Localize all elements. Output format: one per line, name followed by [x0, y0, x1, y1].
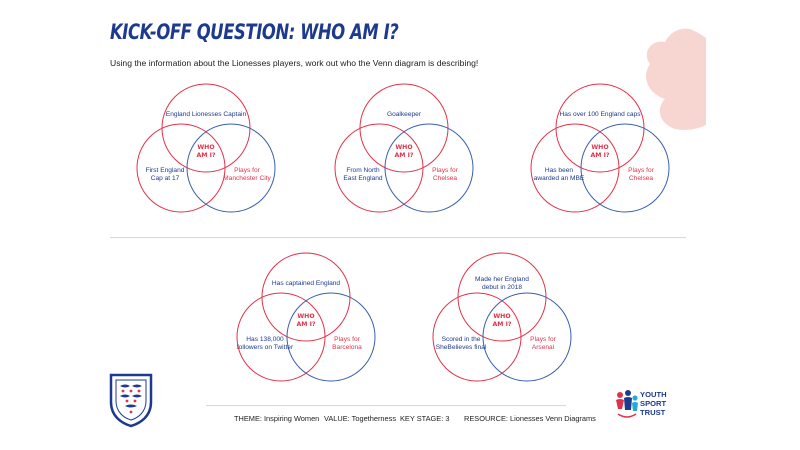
venn-right-label-line: Barcelona	[332, 344, 362, 351]
venn-diagram-2	[334, 83, 474, 213]
venn-center-label-line: AM I?	[493, 321, 512, 328]
venn-top-label-line: Has over 100 England caps	[559, 111, 641, 118]
venn-left-label: From North East England	[343, 167, 383, 182]
venn-left-circle	[530, 123, 620, 213]
venn-top-label-line: Made her England	[475, 276, 529, 283]
venn-left-label-line: followers on Twitter	[237, 344, 294, 351]
venn-right-label-line: Plays for	[234, 167, 260, 174]
venn-diagrams: England Lionesses Captain First England Ca…	[136, 83, 670, 382]
venn-center-label-line: WHO	[197, 144, 214, 151]
venn-right-label-line: Arsenal	[532, 344, 555, 351]
venn-top-label-line: Has captained England	[272, 280, 341, 287]
venn-top-label-line: Goalkeeper	[387, 111, 422, 118]
page-title: KICK-OFF QUESTION: WHO AM I?	[110, 20, 399, 44]
venn-left-circle	[432, 292, 522, 382]
venn-top-label: Goalkeeper	[387, 111, 422, 118]
venn-diagram-4	[236, 252, 376, 382]
venn-left-circle	[136, 123, 226, 213]
venn-left-label: Scored in the SheBelieves final	[436, 336, 487, 351]
venn-right-label: Plays for Manchester City	[223, 167, 271, 182]
venn-top-label: England Lionesses Captain	[166, 111, 247, 118]
venn-left-label-line: East England	[343, 175, 383, 182]
page-subtitle: Using the information about the Lionesse…	[110, 58, 479, 68]
venn-right-circle	[186, 123, 276, 213]
venn-right-circle	[286, 292, 376, 382]
england-crest-icon	[109, 373, 153, 428]
venn-left-label: Has been awarded an MBE	[534, 167, 585, 182]
venn-right-label-line: Manchester City	[223, 175, 271, 182]
venn-center-label: WHO AM I?	[591, 144, 610, 159]
venn-right-label-line: Chelsea	[433, 175, 458, 182]
venn-left-circle	[236, 292, 326, 382]
venn-right-label: Plays for Barcelona	[332, 336, 362, 351]
footer-rule	[206, 405, 566, 406]
venn-right-circle	[384, 123, 474, 213]
venn-left-label-line: SheBelieves final	[436, 344, 487, 351]
logo-line-2: SPORT	[640, 399, 667, 408]
venn-top-label-line: debut in 2018	[482, 284, 522, 291]
venn-right-label: Plays for Chelsea	[628, 167, 654, 182]
venn-right-label: Plays for Arsenal	[530, 336, 556, 351]
footer-theme: THEME: Inspiring Women	[234, 414, 320, 423]
venn-center-label: WHO AM I?	[395, 144, 414, 159]
logo-line-1: YOUTH	[640, 390, 667, 399]
venn-right-label: Plays for Chelsea	[432, 167, 458, 182]
venn-center-label: WHO AM I?	[197, 144, 216, 159]
venn-left-label: First England Cap at 17	[146, 167, 185, 182]
venn-diagram-5	[432, 252, 572, 382]
section-divider	[110, 237, 686, 238]
venn-center-label-line: WHO	[297, 313, 314, 320]
venn-right-label-line: Plays for	[530, 336, 556, 343]
venn-right-circle	[580, 123, 670, 213]
footer: THEME: Inspiring Women VALUE: Togetherne…	[94, 414, 706, 428]
venn-center-label-line: AM I?	[591, 152, 610, 159]
venn-left-label-line: Has been	[545, 167, 574, 174]
slide: KICK-OFF QUESTION: WHO AM I? Using the i…	[94, 14, 706, 436]
venn-diagram-1	[136, 83, 276, 213]
logo-line-3: TRUST	[640, 408, 666, 417]
venn-right-label-line: Plays for	[628, 167, 654, 174]
venn-center-label-line: WHO	[395, 144, 412, 151]
venn-center-label-line: WHO	[591, 144, 608, 151]
venn-left-label-line: Has 138,000	[246, 336, 284, 343]
venn-center-label-line: WHO	[493, 313, 510, 320]
decorative-lion-shape	[646, 28, 706, 130]
footer-key-stage: KEY STAGE: 3	[400, 414, 450, 423]
venn-right-circle	[482, 292, 572, 382]
venn-center-label: WHO AM I?	[493, 313, 512, 328]
venn-left-label-line: Scored in the	[442, 336, 481, 343]
venn-top-label: Made her England debut in 2018	[475, 276, 529, 291]
venn-center-label-line: AM I?	[297, 321, 316, 328]
venn-left-label-line: First England	[146, 167, 185, 174]
venn-diagram-3	[530, 83, 670, 213]
footer-resource: RESOURCE: Lionesses Venn Diagrams	[464, 414, 596, 423]
venn-right-label-line: Plays for	[334, 336, 360, 343]
venn-center-label: WHO AM I?	[297, 313, 316, 328]
venn-left-label: Has 138,000 followers on Twitter	[237, 336, 294, 351]
youth-sport-trust-wordmark: YOUTH SPORT TRUST	[640, 390, 667, 417]
venn-top-label: Has over 100 England caps	[559, 111, 641, 118]
venn-right-label-line: Plays for	[432, 167, 458, 174]
venn-left-circle	[334, 123, 424, 213]
youth-sport-trust-figures-icon	[616, 390, 638, 418]
footer-value: VALUE: Togetherness	[324, 414, 397, 423]
venn-center-label-line: AM I?	[197, 152, 216, 159]
venn-right-label-line: Chelsea	[629, 175, 654, 182]
youth-sport-trust-logo: YOUTH SPORT TRUST	[614, 388, 698, 428]
venn-left-label-line: Cap at 17	[151, 175, 180, 182]
venn-top-label: Has captained England	[272, 280, 341, 287]
venn-center-label-line: AM I?	[395, 152, 414, 159]
venn-left-label-line: From North	[346, 167, 380, 174]
venn-left-label-line: awarded an MBE	[534, 175, 585, 182]
venn-top-label-line: England Lionesses Captain	[166, 111, 247, 118]
